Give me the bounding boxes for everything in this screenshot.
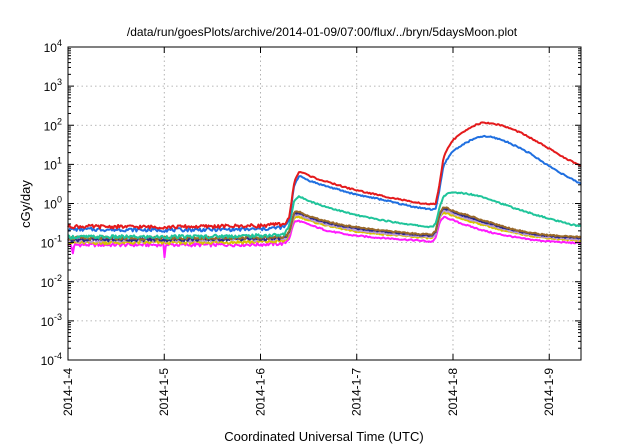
series-line: [67, 215, 582, 259]
y-axis-label: cGy/day: [18, 180, 33, 228]
axis-ticks: [67, 46, 581, 361]
y-tick-label: 100: [44, 195, 62, 212]
series-line: [67, 121, 582, 230]
y-tick-label: 102: [44, 116, 62, 133]
x-tick-label: 2014-1-7: [350, 368, 364, 416]
y-tick-label: 10-3: [41, 312, 62, 329]
y-tick-label: 10-4: [41, 351, 62, 368]
x-tick-label: 2014-1-9: [542, 368, 556, 416]
y-tick-label: 103: [44, 77, 62, 94]
x-tick-label: 2014-1-8: [446, 368, 460, 416]
x-tick-label: 2014-1-6: [253, 368, 267, 416]
y-tick-label: 101: [44, 155, 62, 172]
series-line: [67, 191, 582, 240]
y-tick-label: 10-1: [41, 234, 62, 251]
x-tick-labels: 2014-1-4 2014-1-5 2014-1-6 2014-1-7 2014-1-8…: [61, 368, 556, 416]
chart-title: /data/run/goesPlots/archive/2014-01-09/0…: [127, 25, 518, 39]
y-tick-labels: 10-4 10-3 10-2 10-1 100 101 102 103 104: [41, 38, 62, 368]
x-tick-label: 2014-1-4: [61, 368, 75, 416]
y-tick-label: 10-2: [41, 273, 62, 290]
x-axis-label: Coordinated Universal Time (UTC): [224, 429, 423, 444]
series-line: [68, 134, 582, 233]
series-lines: [67, 121, 582, 259]
y-tick-label: 104: [44, 38, 62, 55]
x-tick-label: 2014-1-5: [157, 368, 171, 416]
